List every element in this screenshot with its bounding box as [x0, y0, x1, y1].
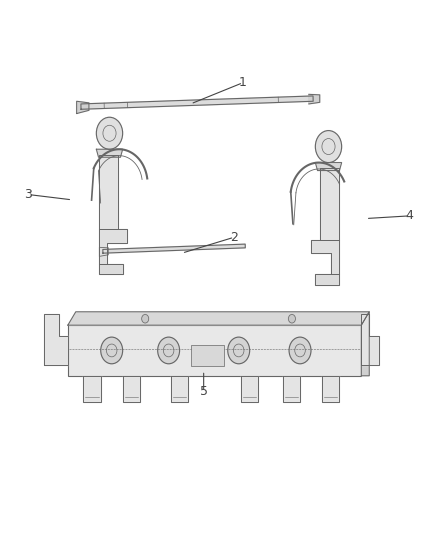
Polygon shape: [83, 376, 101, 402]
Circle shape: [288, 314, 296, 323]
Polygon shape: [123, 376, 140, 402]
Polygon shape: [99, 264, 123, 274]
Polygon shape: [315, 163, 342, 171]
Polygon shape: [315, 274, 339, 285]
Circle shape: [96, 117, 123, 149]
Bar: [68, 325, 361, 376]
Polygon shape: [309, 94, 320, 104]
Polygon shape: [81, 96, 313, 109]
Polygon shape: [171, 376, 188, 402]
Polygon shape: [320, 168, 339, 240]
Polygon shape: [96, 149, 123, 157]
Polygon shape: [361, 314, 379, 365]
Polygon shape: [311, 240, 339, 274]
Text: 2: 2: [230, 231, 238, 244]
Circle shape: [101, 337, 123, 364]
Polygon shape: [103, 244, 245, 253]
Polygon shape: [68, 312, 369, 325]
Polygon shape: [44, 314, 68, 365]
Circle shape: [315, 131, 342, 163]
Polygon shape: [99, 155, 118, 229]
Circle shape: [141, 314, 148, 323]
Bar: [191, 345, 224, 366]
Text: 4: 4: [406, 209, 413, 222]
Polygon shape: [99, 247, 108, 256]
Text: 5: 5: [200, 385, 208, 398]
Text: 3: 3: [25, 188, 32, 201]
Polygon shape: [99, 229, 127, 264]
Polygon shape: [322, 376, 339, 402]
Circle shape: [228, 337, 250, 364]
Polygon shape: [77, 101, 89, 114]
Polygon shape: [361, 312, 369, 376]
Circle shape: [289, 337, 311, 364]
Polygon shape: [283, 376, 300, 402]
Circle shape: [158, 337, 180, 364]
Text: 1: 1: [239, 76, 247, 89]
Polygon shape: [241, 376, 258, 402]
